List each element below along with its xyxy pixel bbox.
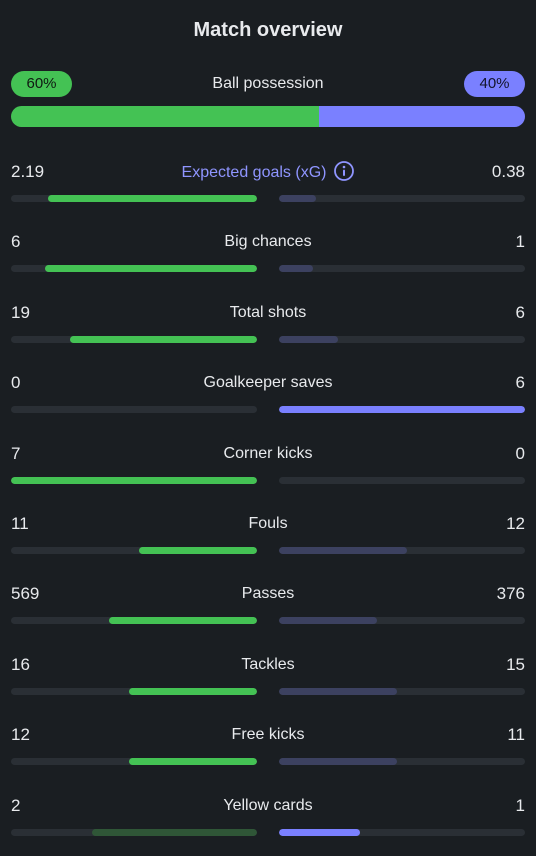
stat-away-bar-fill (279, 336, 338, 343)
stat-home-value: 0 (11, 373, 21, 392)
stat-away-value: 6 (515, 303, 525, 322)
stat-row: 2.19 Expected goals (xG) 0.38 (11, 161, 525, 202)
stat-home-value: 6 (11, 232, 21, 251)
info-icon[interactable] (334, 161, 355, 181)
stat-home-value: 19 (11, 303, 30, 322)
stat-row: 6 Big chances 1 (11, 231, 525, 272)
stat-away-value: 6 (515, 373, 525, 392)
stat-label-text: Fouls (248, 515, 288, 532)
stat-row: 2 Yellow cards 1 (11, 795, 525, 836)
stat-home-bar-fill (92, 829, 257, 836)
stat-home-bar-fill (129, 758, 257, 765)
stat-home-value: 2 (11, 796, 21, 815)
stat-label-text: Total shots (229, 304, 307, 321)
stat-label-text: Tackles (241, 656, 295, 673)
stat-home-bar-track (11, 688, 257, 695)
stat-away-bar-track (279, 477, 525, 484)
stat-home-bar-fill (70, 336, 257, 343)
stat-home-value: 11 (11, 514, 29, 533)
stat-home-bar-track (11, 617, 257, 624)
stat-home-bar-track (11, 758, 257, 765)
stat-label[interactable]: Expected goals (xG) (11, 161, 525, 184)
stat-away-bar-track (279, 758, 525, 765)
stat-label: Free kicks (11, 724, 525, 746)
stat-home-bar-track (11, 829, 257, 836)
stat-row: 11 Fouls 12 (11, 513, 525, 554)
stat-home-bar-track (11, 547, 257, 554)
stat-away-bar-track (279, 195, 525, 202)
stat-home-bar-track (11, 265, 257, 272)
stat-home-value: 7 (11, 444, 21, 463)
stat-home-value: 2.19 (11, 162, 45, 181)
possession-header: 60% Ball possession 40% (11, 71, 525, 97)
possession-label: Ball possession (212, 75, 324, 92)
stat-home-value: 12 (11, 725, 30, 744)
stat-label: Passes (11, 583, 525, 605)
stat-label: Fouls (11, 513, 525, 535)
stat-away-bar-fill (279, 195, 316, 202)
stat-home-bar-track (11, 477, 257, 484)
stat-home-bar-fill (11, 477, 257, 484)
stat-label: Big chances (11, 231, 525, 253)
stat-row: 7 Corner kicks 0 (11, 443, 525, 484)
stat-label: Corner kicks (11, 443, 525, 465)
stat-label: Goalkeeper saves (11, 372, 525, 394)
stat-label-text: Goalkeeper saves (203, 374, 333, 391)
possession-bar-away (319, 106, 525, 127)
stat-row: 16 Tackles 15 (11, 654, 525, 695)
stat-home-bar-fill (48, 195, 257, 202)
stat-home-bar-track (11, 195, 257, 202)
stat-label-text: Yellow cards (223, 797, 313, 814)
stat-label-text: Corner kicks (223, 445, 313, 462)
stat-row: 0 Goalkeeper saves 6 (11, 372, 525, 413)
stat-away-bar-fill (279, 688, 397, 695)
stat-home-bar-fill (129, 688, 257, 695)
stat-label: Total shots (11, 302, 525, 324)
stat-label-text: Expected goals (xG) (181, 164, 327, 181)
stat-away-bar-fill (279, 406, 525, 413)
stat-away-bar-track (279, 336, 525, 343)
stat-away-value: 11 (507, 725, 525, 744)
stat-home-value: 16 (11, 655, 30, 674)
stat-away-bar-track (279, 547, 525, 554)
stat-row: 12 Free kicks 11 (11, 724, 525, 765)
stat-label-text: Big chances (224, 233, 312, 250)
stat-away-bar-track (279, 406, 525, 413)
stat-away-bar-track (279, 617, 525, 624)
stat-row: 19 Total shots 6 (11, 302, 525, 343)
home-possession-badge: 60% (11, 71, 72, 97)
stat-home-bar-track (11, 406, 257, 413)
possession-bar-home (11, 106, 319, 127)
stat-away-bar-track (279, 688, 525, 695)
stat-away-value: 376 (496, 584, 525, 603)
stat-label: Tackles (11, 654, 525, 676)
stat-away-value: 1 (515, 796, 525, 815)
stat-label-text: Free kicks (231, 726, 305, 743)
stat-home-bar-track (11, 336, 257, 343)
stat-away-value: 12 (506, 514, 525, 533)
possession-bar (11, 106, 525, 127)
stat-row: 569 Passes 376 (11, 583, 525, 624)
stat-away-value: 15 (506, 655, 525, 674)
stat-away-bar-fill (279, 617, 377, 624)
stat-label: Yellow cards (11, 795, 525, 817)
stat-home-bar-fill (109, 617, 257, 624)
stat-away-bar-fill (279, 265, 313, 272)
stat-away-bar-fill (279, 829, 360, 836)
stat-away-bar-track (279, 829, 525, 836)
stat-away-value: 0 (515, 444, 525, 463)
stat-away-bar-fill (279, 547, 407, 554)
page-title: Match overview (193, 19, 343, 41)
away-possession-badge: 40% (464, 71, 525, 97)
stat-label-text: Passes (241, 585, 295, 602)
stat-away-bar-track (279, 265, 525, 272)
stat-home-bar-fill (139, 547, 257, 554)
stat-away-value: 0.38 (491, 162, 525, 181)
stat-home-value: 569 (11, 584, 40, 603)
stat-away-bar-fill (279, 758, 397, 765)
stat-away-value: 1 (515, 232, 525, 251)
stat-home-bar-fill (45, 265, 257, 272)
